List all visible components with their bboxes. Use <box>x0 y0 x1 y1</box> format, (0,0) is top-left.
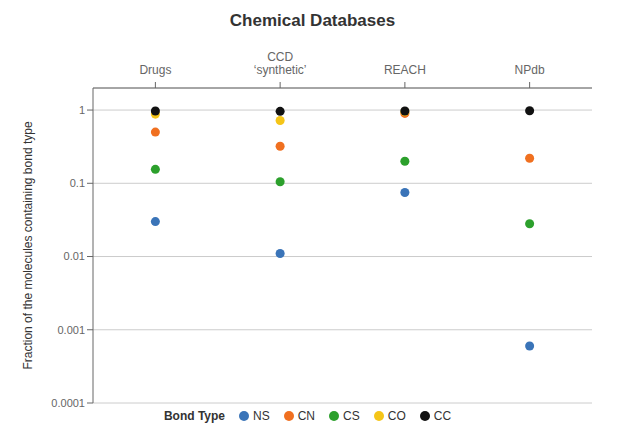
html-text:CC: CC <box>433 409 452 423</box>
html-text:Chemical Databases: Chemical Databases <box>229 11 396 30</box>
svg-text:Drugs: Drugs <box>139 63 171 77</box>
svg-text:CCD‘synthetic’: CCD‘synthetic’ <box>254 50 307 77</box>
html-text:CN: CN <box>297 409 315 423</box>
svg-text:0.0001: 0.0001 <box>51 397 85 409</box>
svg-text:0.001: 0.001 <box>57 324 85 336</box>
html-text:CS: CS <box>343 409 360 423</box>
svg-text:0.01: 0.01 <box>64 250 85 262</box>
html-text:CO: CO <box>387 409 406 423</box>
svg-text:REACH: REACH <box>384 63 426 77</box>
svg-text:NPdb: NPdb <box>515 63 545 77</box>
svg-text:Fraction of the molecules cont: Fraction of the molecules containing bon… <box>21 121 35 369</box>
svg-text:0.1: 0.1 <box>70 177 85 189</box>
svg-text:1: 1 <box>79 104 85 116</box>
html-text:Bond Type: Bond Type <box>163 409 225 423</box>
html-text:NS: NS <box>253 409 270 423</box>
